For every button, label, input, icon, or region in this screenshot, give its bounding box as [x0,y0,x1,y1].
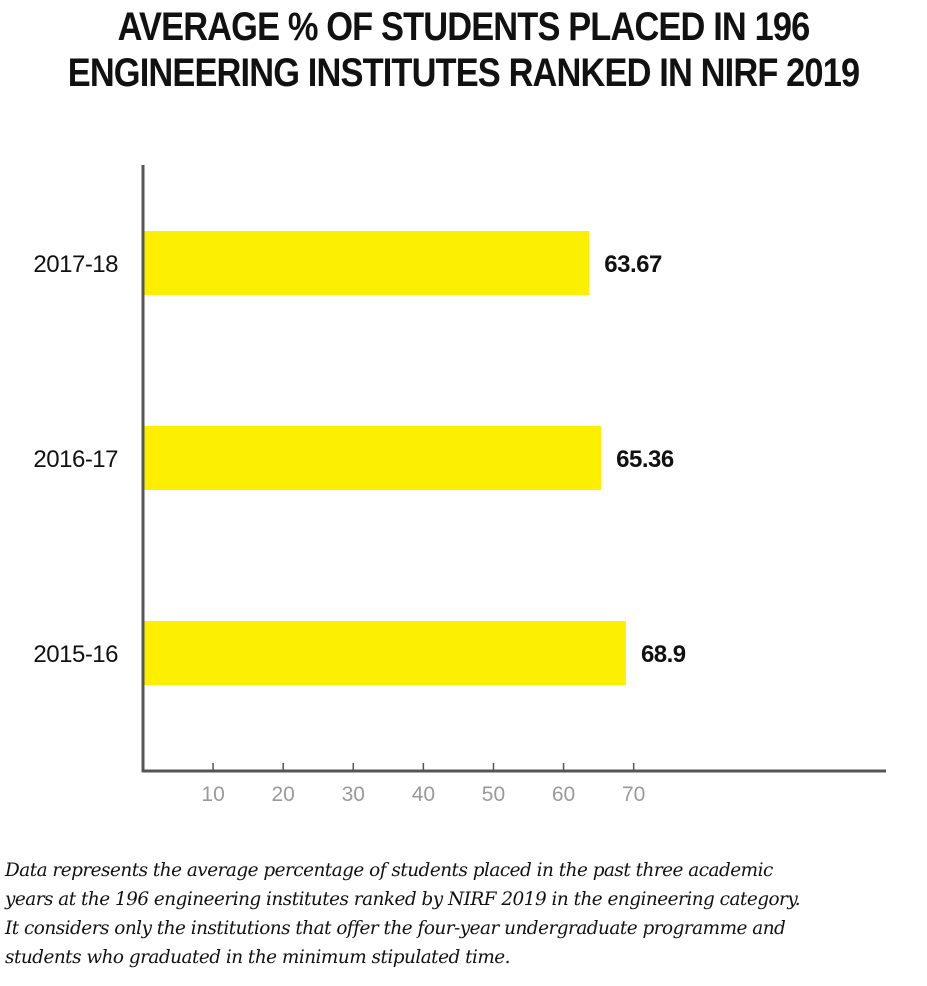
chart-title: AVERAGE % OF STUDENTS PLACED IN 196 ENGI… [65,0,862,96]
x-tick-label: 60 [552,783,575,806]
category-label: 2016-17 [33,446,118,473]
x-tick-label: 50 [482,783,505,806]
chart-title-line-2: ENGINEERING INSTITUTES RANKED IN NIRF 20… [67,51,860,95]
category-label: 2017-18 [33,251,118,278]
x-tick-label: 40 [412,783,435,806]
footnote-line-4: students who graduated in the minimum st… [5,947,511,968]
x-tick-label: 10 [201,783,224,806]
category-label: 2015-16 [33,641,118,668]
bar-2017-18 [143,231,590,295]
value-label: 68.9 [641,641,686,668]
footnote-line-1: Data represents the average percentage o… [5,860,773,881]
x-tick-label: 30 [342,783,365,806]
value-label: 63.67 [604,251,662,278]
x-tick-label: 20 [272,783,295,806]
bar-chart: 2017-18 63.67 2016-17 65.36 2015-16 68.9 10 20 3… [33,165,886,806]
x-tick-label: 70 [622,783,645,806]
footnote: Data represents the average percentage o… [5,856,927,972]
value-label: 65.36 [616,446,674,473]
footnote-line-2: years at the 196 engineering institutes … [5,889,801,910]
bar-2015-16 [143,621,626,685]
bar-2016-17 [143,426,602,490]
chart-title-line-1: AVERAGE % OF STUDENTS PLACED IN 196 [117,5,811,49]
footnote-line-3: It considers only the institutions that … [5,918,786,939]
